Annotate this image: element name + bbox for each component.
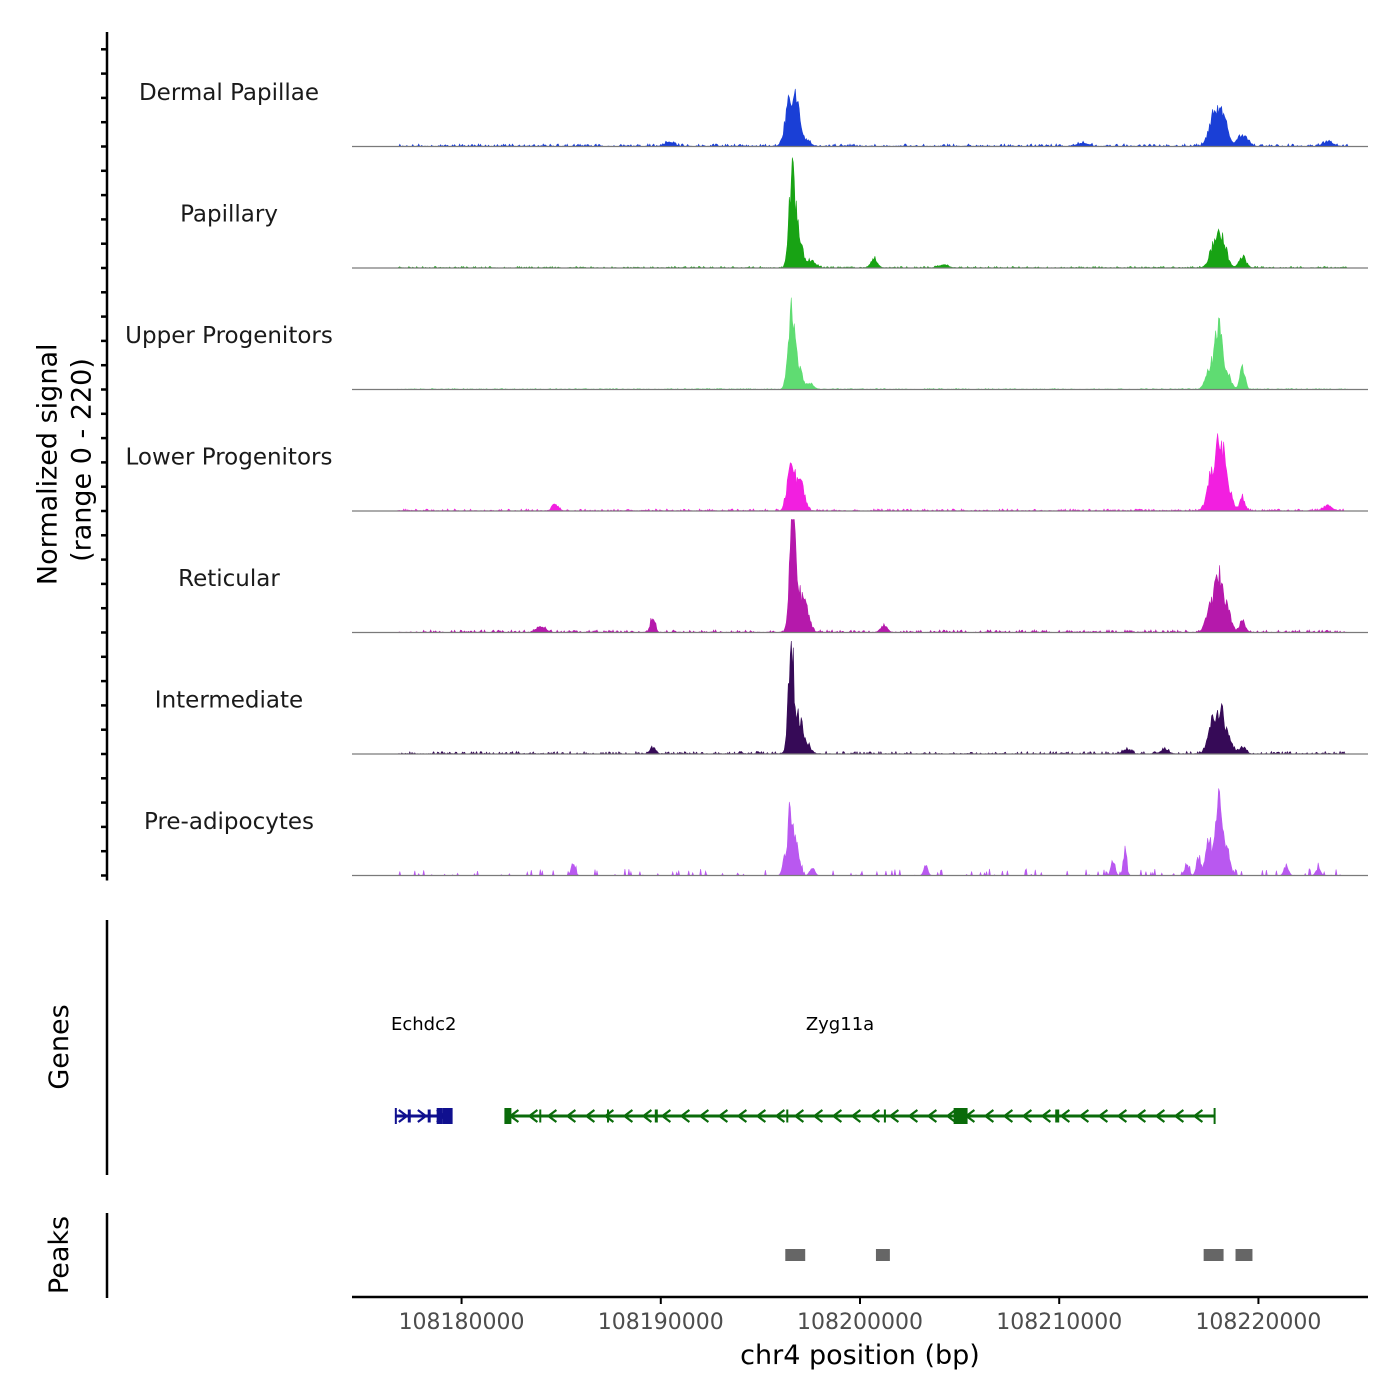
track-label: Papillary [180,202,278,228]
strand-arrow-icon [983,1109,995,1123]
strand-arrow-icon [755,1109,767,1123]
exon [442,1108,452,1124]
exon [1055,1109,1060,1123]
exon [436,1108,443,1124]
strand-arrow-icon [603,1109,615,1123]
gene-label: Echdc2 [391,1014,456,1035]
strand-arrow-icon [698,1109,710,1123]
track-label: Pre-adipocytes [144,809,314,835]
strand-arrow-icon [660,1109,672,1123]
exon [427,1109,431,1123]
strand-arrow-icon [398,1109,409,1123]
strand-arrow-icon [1078,1109,1090,1123]
strand-arrow-icon [679,1109,691,1123]
strand-arrow-icon [622,1109,634,1123]
coverage-tracks: Dermal Papillae Papillary Upper Progenitor… [125,80,1368,877]
coverage-area [397,88,1349,148]
strand-arrow-icon [1059,1109,1071,1123]
strand-arrow-icon [1116,1109,1128,1123]
peak-region [1203,1249,1224,1261]
strand-arrow-icon [641,1109,653,1123]
coverage-area [397,640,1349,755]
strand-arrow-icon [527,1109,539,1123]
strand-arrow-icon [926,1109,938,1123]
x-tick-label: 108180000 [399,1310,525,1335]
strand-arrow-icon [1002,1109,1014,1123]
strand-arrow-icon [850,1109,862,1123]
strand-arrow-icon [1135,1109,1147,1123]
x-tick-label: 108220000 [1195,1310,1321,1335]
strand-arrow-icon [584,1109,596,1123]
coverage-area [397,519,1349,634]
coverage-track-2: Papillary [180,157,1368,269]
x-axis: 108180000 108190000 108200000 108210000 1082… [352,1295,1368,1335]
gene-label: Zyg11a [806,1014,874,1035]
coverage-area [397,788,1349,877]
strand-arrow-icon [1154,1109,1166,1123]
strand-arrow-icon [888,1109,900,1123]
exon [407,1109,411,1123]
gene-track: Echdc2 Zyg11a [391,1014,1216,1124]
strand-arrow-icon [812,1109,824,1123]
coverage-y-axis-label: Normalized signal (range 0 - 220) [33,335,98,585]
exon [539,1109,542,1123]
strand-arrow-icon [1173,1109,1185,1123]
coverage-track-4: Lower Progenitors [126,433,1368,512]
coverage-area [397,157,1349,269]
coverage-area [397,433,1349,512]
track-label: Intermediate [155,688,303,714]
coverage-y-axis-label-line-2: (range 0 - 220) [66,358,97,562]
coverage-track-1: Dermal Papillae [139,80,1368,148]
strand-arrow-icon [1192,1109,1204,1123]
x-tick-label: 108190000 [598,1310,724,1335]
coverage-area [397,297,1349,390]
x-tick-label: 108210000 [996,1310,1122,1335]
peak-region [785,1249,806,1261]
track-label: Reticular [178,566,280,592]
strand-arrow-icon [907,1109,919,1123]
exon [606,1109,609,1123]
strand-arrow-icon [1021,1109,1033,1123]
gene-zyg11a: Zyg11a [504,1014,1216,1124]
strand-arrow-icon [565,1109,577,1123]
exon [654,1109,658,1123]
strand-arrow-icon [1040,1109,1052,1123]
exon [786,1109,789,1123]
track-label: Upper Progenitors [125,323,333,349]
strand-arrow-icon [417,1109,428,1123]
strand-arrow-icon [717,1109,729,1123]
coverage-track-7: Pre-adipocytes [144,788,1368,877]
exon [883,1109,886,1123]
coverage-y-axis [101,32,109,881]
coverage-track-5: Reticular [178,519,1368,634]
peak-region [1235,1249,1253,1261]
x-axis-label: chr4 position (bp) [740,1340,980,1371]
strand-arrow-icon [774,1109,786,1123]
coverage-track-3: Upper Progenitors [125,297,1368,391]
track-label: Dermal Papillae [139,80,319,106]
strand-arrow-icon [945,1109,957,1123]
coverage-track-6: Intermediate [155,640,1368,755]
track-label: Lower Progenitors [126,445,333,471]
peaks-y-axis-label: Peaks [44,1216,75,1294]
strand-arrow-icon [831,1109,843,1123]
strand-arrow-icon [736,1109,748,1123]
coverage-y-axis-label-line-1: Normalized signal [33,344,64,586]
strand-arrow-icon [546,1109,558,1123]
peak-track [785,1249,1253,1261]
gene-echdc2: Echdc2 [391,1014,456,1124]
genes-y-axis-label: Genes [44,1004,75,1089]
peak-region [875,1249,890,1261]
x-tick-label: 108200000 [797,1310,923,1335]
strand-arrow-icon [869,1109,881,1123]
exon [953,1108,968,1124]
exon [505,1108,512,1124]
strand-arrow-icon [793,1109,805,1123]
strand-arrow-icon [1097,1109,1109,1123]
